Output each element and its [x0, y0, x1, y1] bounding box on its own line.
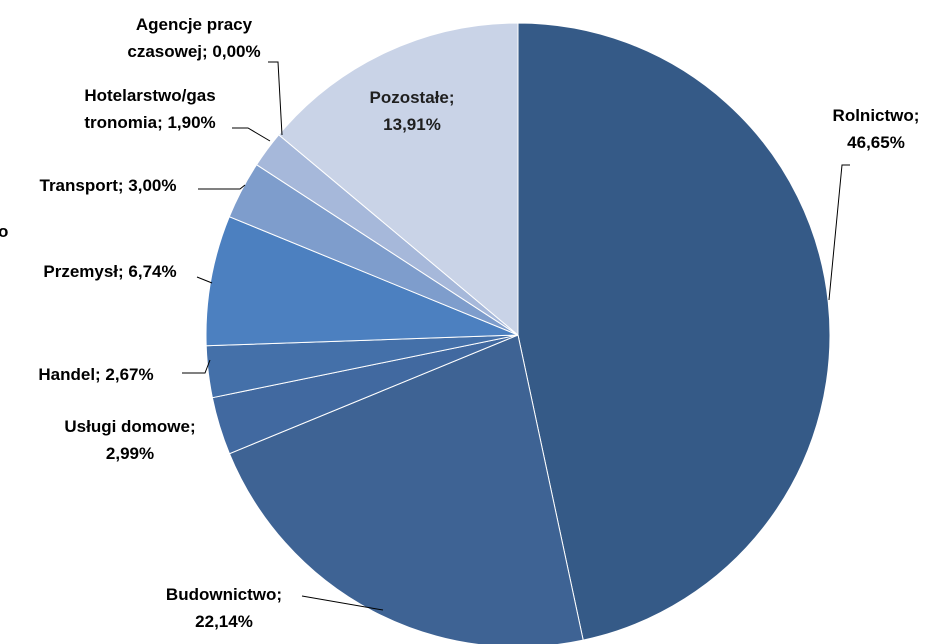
slice-label-handel: Handel; 2,67%	[38, 365, 153, 384]
leader-line-przemysl	[196, 276, 213, 284]
pie-slice-pozostale	[278, 22, 519, 337]
slice-label-hotelarstwo-gastronomia: Hotelarstwo/gas tronomia; 1,90%	[84, 86, 215, 132]
pie-slice-rolnictwo	[517, 22, 831, 641]
pie-slice-przemysl	[205, 216, 519, 347]
slice-label-pozostale: Pozostałe; 13,91%	[369, 88, 454, 134]
slice-label-budownictwo: Budownictwo; 22,14%	[166, 585, 282, 631]
leader-line-handel	[182, 359, 211, 374]
leader-line-rolnictwo	[828, 164, 850, 301]
leader-line-agencje-pracy-czasowej	[268, 61, 283, 136]
pie-slice-budownictwo	[228, 334, 584, 644]
slice-label-agencje-pracy-czasowej: Agencje pracy czasowej; 0,00%	[127, 15, 260, 61]
leader-line-hotelarstwo-gastronomia	[232, 127, 271, 142]
pie-slices	[205, 22, 831, 644]
leader-line-transport	[198, 184, 246, 190]
leader-line-budownictwo	[301, 595, 384, 611]
clipped-label-fragment: o	[0, 222, 8, 241]
slice-label-przemysl: Przemysł; 6,74%	[43, 262, 176, 281]
slice-label-uslugi-domowe: Usługi domowe; 2,99%	[64, 417, 195, 463]
slice-label-transport: Transport; 3,00%	[40, 176, 177, 195]
slice-labels: Rolnictwo; 46,65% Budownictwo; 22,14% Usługi…	[38, 15, 919, 631]
leader-lines	[182, 61, 850, 611]
slice-label-rolnictwo: Rolnictwo; 46,65%	[833, 106, 920, 152]
